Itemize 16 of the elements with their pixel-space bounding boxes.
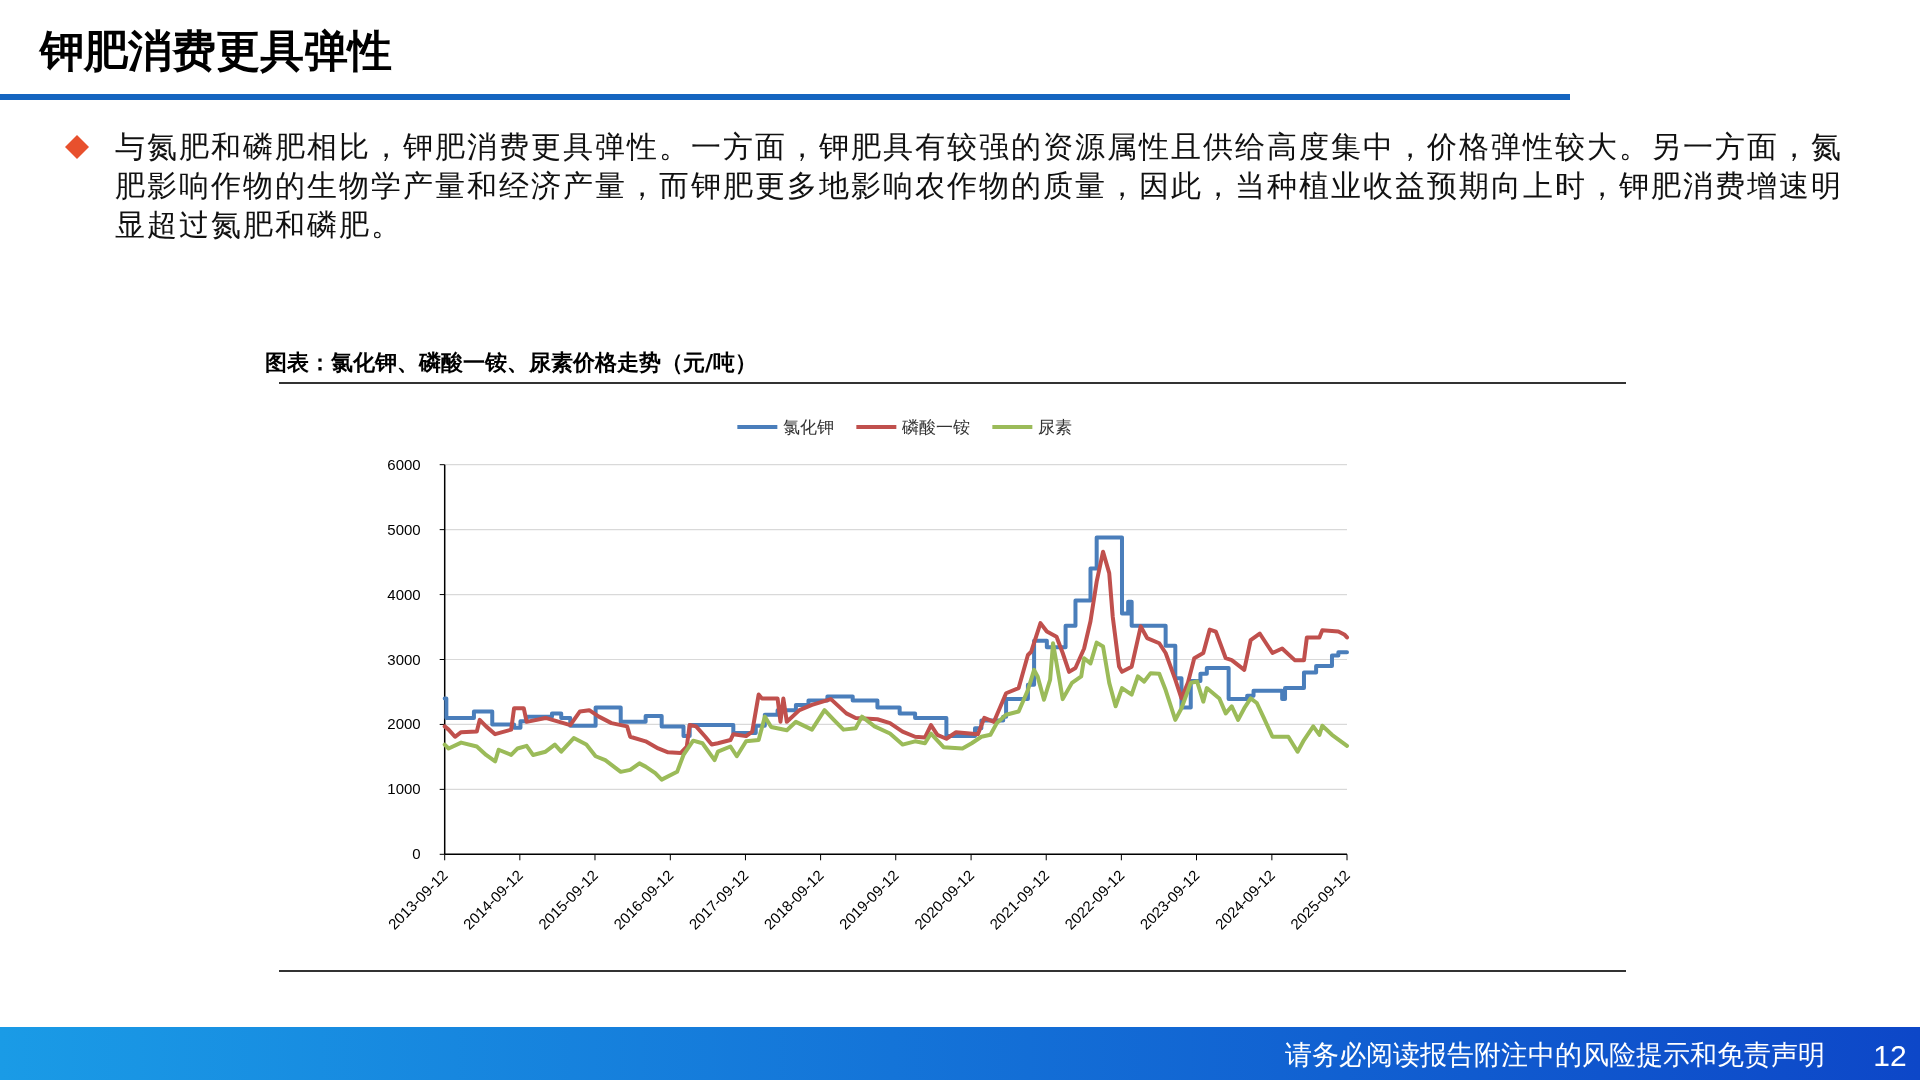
text: 请务必阅读报告附注中的风险提示和免责声明 [1285, 1040, 1825, 1070]
y-tick-label: 6000 [387, 455, 421, 473]
text: 与氮肥和磷肥相比，钾肥消费更具弹性。一方面，钾肥具有较强的资源属性且供给高度集中，价格弹性较大。另一方面，氮肥影响作物的生物学产量和经济产量，而钾肥更多地影响农作物的质量，因此，当种植业收益预期向上时，钾肥消费增速明显超过氮肥和磷肥。 [115, 130, 1843, 241]
chart-subtitle: 图表：氯化钾、磷酸一铵、尿素价格走势（元/吨） [265, 349, 758, 375]
chart-title: 钾肥消费更具弹性 [38, 26, 392, 75]
legend-label: 磷酸一铵 [901, 417, 971, 437]
y-tick-label: 2000 [387, 715, 421, 733]
y-tick-label: 3000 [387, 650, 421, 668]
y-tick-label: 0 [412, 845, 421, 863]
legend-label: 尿素 [1038, 417, 1073, 437]
legend-label: 氯化钾 [783, 417, 835, 437]
text: 12 [1873, 1039, 1907, 1072]
y-tick-label: 1000 [387, 780, 421, 798]
y-tick-label: 5000 [387, 520, 421, 538]
line-series [442, 640, 1349, 782]
y-tick-label: 4000 [387, 585, 421, 603]
